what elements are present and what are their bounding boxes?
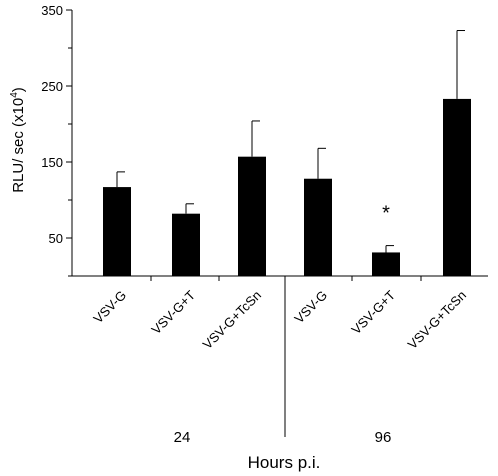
axes-layer (66, 9, 488, 437)
bar-1 (103, 187, 131, 276)
x-axis-title: Hours p.i. (248, 453, 321, 472)
bar-5 (372, 252, 400, 276)
category-label-5: VSV-G+T (348, 287, 398, 337)
category-label-4: VSV-G (291, 288, 330, 327)
y-tick-label-3: 250 (41, 79, 63, 94)
y-axis-title-close: ) (10, 87, 27, 92)
y-axis-title-main: RLU/ sec (x10 (10, 98, 27, 193)
category-label-6: VSV-G+TcSn (405, 288, 470, 353)
bar-4 (304, 178, 332, 276)
category-label-1: VSV-G (90, 288, 129, 327)
y-axis-title-superscript: 4 (9, 92, 20, 98)
group-label-2: 96 (375, 429, 392, 446)
bar-6 (443, 98, 471, 276)
bar-3 (238, 156, 266, 276)
bars-layer (103, 30, 471, 276)
y-tick-label-2: 150 (41, 155, 63, 170)
category-label-2: VSV-G+T (148, 287, 198, 337)
y-axis-title: RLU/ sec (x104) (9, 87, 27, 193)
bar-2 (172, 213, 200, 276)
y-tick-label-1: 50 (49, 231, 63, 246)
category-label-3: VSV-G+TcSn (200, 288, 265, 353)
significance-marker: * (382, 203, 390, 225)
group-label-1: 24 (174, 429, 191, 446)
y-tick-label-4: 350 (41, 3, 63, 18)
